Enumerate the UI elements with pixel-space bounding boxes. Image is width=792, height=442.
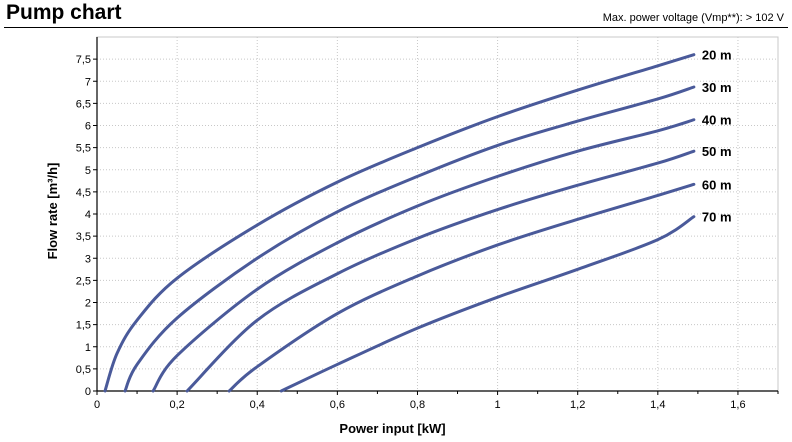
- x-tick-label: 0: [94, 399, 100, 411]
- series-line-60m: [227, 182, 696, 393]
- x-tick-label: 0,6: [330, 399, 345, 411]
- title-divider: [4, 27, 788, 28]
- y-tick-label: 3: [85, 253, 91, 265]
- series-curves: [103, 53, 696, 393]
- x-tick-label: 1: [495, 399, 501, 411]
- y-tick-label: 1: [85, 342, 91, 354]
- y-tick-label: 4: [85, 209, 91, 221]
- y-tick-label: 5: [85, 165, 91, 177]
- y-tick-label: 0: [85, 386, 91, 398]
- y-tick-label: 7,5: [76, 54, 91, 66]
- axes: 0 0,5 1 1,5 2 2,5 3 3,5 4 4,5 5 5,5 6 6,5 7 7,5 0 0,2 0,4 0…: [76, 37, 779, 411]
- series-label-30m: 30 m: [702, 80, 732, 95]
- y-tick-label: 4,5: [76, 187, 91, 199]
- x-tick-label: 1,4: [650, 399, 665, 411]
- series-label-40m: 40 m: [702, 113, 732, 128]
- grid: [96, 36, 779, 392]
- y-tick-label: 6,5: [76, 98, 91, 110]
- x-tick-label: 1,2: [570, 399, 585, 411]
- series-label-20m: 20 m: [702, 48, 732, 63]
- y-axis-label: Flow rate [m³/h]: [45, 163, 60, 260]
- max-power-voltage-note: Max. power voltage (Vmp**): > 102 V: [602, 12, 784, 24]
- y-tick-label: 1,5: [76, 320, 91, 332]
- series-line-30m: [123, 85, 696, 393]
- series-line-40m: [151, 118, 696, 393]
- y-tick-label: 5,5: [76, 143, 91, 155]
- series-label-50m: 50 m: [702, 144, 732, 159]
- series-line-20m: [103, 53, 696, 393]
- y-tick-label: 3,5: [76, 231, 91, 243]
- y-tick-label: 2,5: [76, 275, 91, 287]
- x-tick-label: 0,2: [169, 399, 184, 411]
- series-label-60m: 60 m: [702, 177, 732, 192]
- y-tick-label: 6: [85, 121, 91, 133]
- x-tick-label: 1,6: [730, 399, 745, 411]
- x-tick-label: 0,8: [410, 399, 425, 411]
- series-line-50m: [185, 149, 696, 393]
- y-tick-label: 0,5: [76, 364, 91, 376]
- chart-title: Pump chart: [6, 1, 122, 24]
- series-labels: 20 m 30 m 40 m 50 m 60 m 70 m: [702, 48, 732, 225]
- series-line-70m: [279, 215, 696, 393]
- y-tick-label: 7: [85, 76, 91, 88]
- series-label-70m: 70 m: [702, 210, 732, 225]
- y-tick-label: 2: [85, 298, 91, 310]
- x-tick-label: 0,4: [250, 399, 265, 411]
- x-axis-label: Power input [kW]: [339, 421, 445, 436]
